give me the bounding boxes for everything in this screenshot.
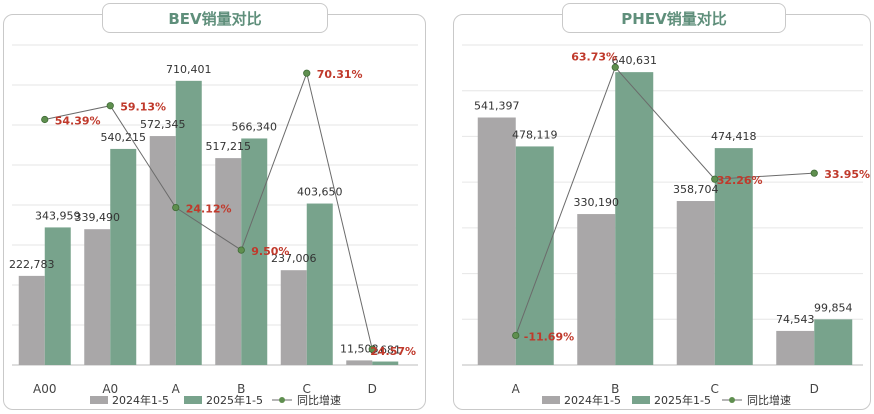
- growth-point: [512, 331, 520, 340]
- bar-2024: [18, 275, 45, 365]
- bar-2024: [84, 229, 111, 365]
- data-label-2025: 8,681: [370, 344, 402, 357]
- x-tick-label: A: [512, 382, 521, 396]
- legend-label: 2025年1-5: [206, 393, 263, 407]
- bev-chart-svg: 222,783 343,959 A00 339,490 540,215 A0 572,345…: [9, 44, 418, 407]
- legend-label: 2024年1-5: [112, 393, 169, 407]
- bar-2025: [175, 80, 202, 365]
- chart-title: BEV销量对比: [102, 3, 328, 33]
- bar-2024: [676, 201, 715, 365]
- data-label-2024: 330,190: [574, 196, 620, 209]
- bar-2024: [477, 117, 516, 365]
- bar-2025: [814, 319, 853, 365]
- growth-label: 70.31%: [317, 68, 363, 81]
- growth-label: 24.12%: [186, 203, 232, 216]
- data-label-2025: 474,418: [711, 130, 757, 143]
- data-label-2024: 222,783: [9, 258, 55, 271]
- legend-swatch-2025: [632, 396, 650, 404]
- growth-label: -11.69%: [524, 330, 574, 343]
- bar-2024: [577, 214, 616, 365]
- x-tick-label: B: [237, 382, 245, 396]
- growth-point: [237, 246, 245, 254]
- data-label-2025: 343,959: [35, 209, 81, 222]
- legend-label: 同比增速: [747, 393, 791, 407]
- growth-point: [106, 102, 114, 110]
- data-label-2024: 541,397: [474, 100, 520, 113]
- bar-2025: [515, 146, 554, 365]
- growth-point: [368, 345, 376, 353]
- bar-2024: [149, 136, 176, 365]
- growth-label: 9.50%: [251, 245, 289, 258]
- bar-2025: [44, 227, 71, 365]
- data-label-2024: 572,345: [140, 118, 186, 131]
- data-label-2025: 710,401: [166, 63, 212, 76]
- bar-2024: [346, 360, 373, 365]
- legend-swatch-2025: [184, 396, 202, 404]
- legend-marker-growth: [279, 397, 285, 403]
- bar-2024: [776, 330, 815, 365]
- phev-chart-panel: PHEV销量对比 541,397 478,119 A 330,190 640,631 B 3…: [453, 3, 871, 410]
- data-label-2024: 237,006: [271, 252, 317, 265]
- data-label-2025: 540,215: [101, 131, 147, 144]
- growth-label: 24.57%: [370, 345, 416, 358]
- growth-label: 54.39%: [55, 115, 101, 128]
- legend-swatch-2024: [542, 396, 560, 404]
- bar-2024: [280, 270, 307, 365]
- growth-label: 63.73%: [571, 50, 617, 63]
- growth-point: [303, 69, 311, 77]
- data-label-2025: 478,119: [512, 128, 558, 141]
- bev-chart-panel: BEV销量对比 222,783 343,959 A00 339,490 540,215 A…: [3, 3, 426, 410]
- bar-2025: [615, 72, 654, 366]
- x-tick-label: B: [611, 382, 619, 396]
- growth-line: [515, 66, 815, 336]
- data-label-2024: 74,543: [776, 313, 815, 326]
- bar-2025: [714, 148, 753, 365]
- growth-line: [44, 71, 373, 350]
- growth-point: [611, 63, 619, 71]
- growth-point: [41, 115, 49, 124]
- x-tick-label: D: [810, 382, 819, 396]
- data-label-2024: 517,215: [206, 140, 252, 153]
- x-tick-label: A00: [33, 382, 56, 396]
- x-tick-label: C: [303, 382, 311, 396]
- growth-point: [810, 169, 818, 177]
- data-label-2025: 640,631: [612, 54, 658, 67]
- data-label-2025: 566,340: [232, 120, 278, 133]
- legend-marker-growth: [729, 397, 735, 403]
- x-tick-label: A: [172, 382, 181, 396]
- legend-label: 2024年1-5: [564, 393, 621, 407]
- legend-label: 同比增速: [297, 393, 341, 407]
- legend-swatch-2024: [90, 396, 108, 404]
- x-tick-label: C: [711, 382, 719, 396]
- growth-label: 33.95%: [824, 168, 870, 181]
- growth-point: [711, 175, 719, 183]
- bar-2025: [110, 148, 137, 365]
- chart-title: PHEV销量对比: [562, 3, 786, 33]
- bar-2025: [241, 138, 268, 365]
- data-label-2024: 358,704: [673, 183, 719, 196]
- growth-label: 32.26%: [717, 174, 763, 187]
- legend-label: 2025年1-5: [654, 393, 711, 407]
- x-tick-label: A0: [102, 382, 118, 396]
- data-label-2024: 11,508: [340, 342, 379, 355]
- data-label-2025: 99,854: [814, 301, 853, 314]
- bar-2025: [306, 203, 333, 365]
- phev-chart-svg: 541,397 478,119 A 330,190 640,631 B 358,704 474…: [462, 44, 870, 407]
- data-label-2024: 339,490: [75, 211, 121, 224]
- growth-point: [172, 203, 180, 212]
- growth-label: 59.13%: [120, 101, 166, 114]
- bar-2025: [372, 361, 399, 365]
- data-label-2025: 403,650: [297, 186, 343, 199]
- bar-2024: [215, 158, 242, 365]
- x-tick-label: D: [368, 382, 377, 396]
